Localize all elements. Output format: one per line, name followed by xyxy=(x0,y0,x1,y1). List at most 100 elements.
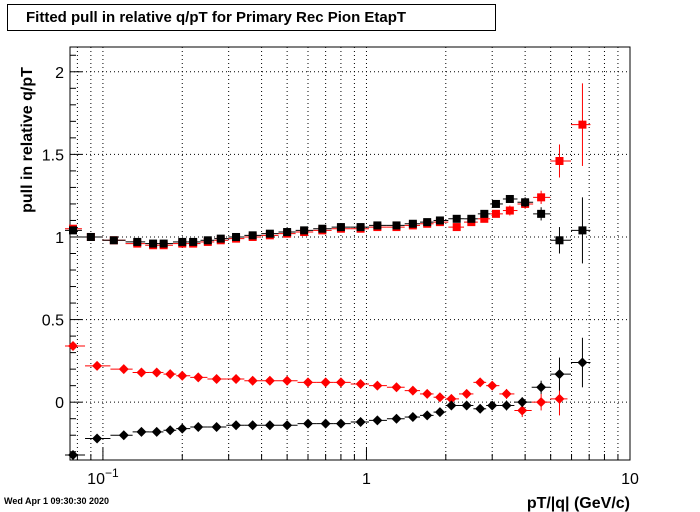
data-point xyxy=(480,214,489,223)
chart-title: Fitted pull in relative q/pT for Primary… xyxy=(7,4,496,31)
data-point xyxy=(248,231,257,240)
data-point xyxy=(247,375,258,386)
data-point xyxy=(193,372,204,383)
data-point xyxy=(302,418,313,429)
data-point xyxy=(452,214,461,223)
y-tick-label: 0 xyxy=(55,395,64,412)
data-point xyxy=(320,418,331,429)
data-point xyxy=(133,237,142,246)
data-point xyxy=(521,198,530,207)
data-point xyxy=(165,425,176,436)
data-point xyxy=(165,369,176,380)
data-point xyxy=(480,209,489,218)
data-point xyxy=(475,403,486,414)
timestamp: Wed Apr 1 09:30:30 2020 xyxy=(4,496,110,506)
data-point xyxy=(356,223,365,232)
data-point xyxy=(178,237,187,246)
data-point xyxy=(118,364,129,375)
data-point xyxy=(203,236,212,245)
data-point xyxy=(434,407,445,418)
data-point xyxy=(434,392,445,403)
data-point xyxy=(554,393,565,404)
axes: 0 0.5 1 1.5 2 10−1 1 10 xyxy=(42,46,639,488)
data-point xyxy=(517,405,528,416)
data-point xyxy=(335,418,346,429)
data-point xyxy=(423,218,432,227)
data-marks xyxy=(65,83,591,461)
data-point xyxy=(452,223,461,232)
data-point xyxy=(92,433,103,444)
y-tick-label: 2 xyxy=(55,65,64,82)
series-4 xyxy=(65,337,591,461)
data-point xyxy=(578,226,587,235)
data-point xyxy=(391,382,402,393)
data-point xyxy=(216,234,225,243)
data-point xyxy=(177,370,188,381)
data-point xyxy=(265,229,274,238)
data-point xyxy=(264,375,275,386)
y-tick-label: 0.5 xyxy=(42,313,64,330)
data-point xyxy=(475,377,486,388)
data-point xyxy=(422,388,433,399)
data-point xyxy=(151,367,162,378)
grid xyxy=(70,47,630,460)
plot-frame xyxy=(69,46,631,461)
data-point xyxy=(408,219,417,228)
data-point xyxy=(300,226,309,235)
data-point xyxy=(211,374,222,385)
series-3 xyxy=(65,341,568,418)
data-point xyxy=(487,400,498,411)
data-point xyxy=(536,397,547,408)
data-point xyxy=(109,236,118,245)
data-point xyxy=(435,216,444,225)
data-point xyxy=(355,417,366,428)
data-point xyxy=(211,421,222,432)
data-point xyxy=(68,450,79,461)
data-point xyxy=(407,385,418,396)
data-point xyxy=(232,232,241,241)
data-point xyxy=(505,206,514,215)
data-point xyxy=(264,420,275,431)
data-point xyxy=(537,209,546,218)
data-point xyxy=(491,209,500,218)
data-point xyxy=(391,413,402,424)
data-point xyxy=(422,410,433,421)
data-point xyxy=(69,226,78,235)
x-tick-label: 10 xyxy=(621,471,639,488)
data-point xyxy=(177,423,188,434)
data-point xyxy=(578,120,587,129)
data-point xyxy=(491,199,500,208)
data-point xyxy=(151,426,162,437)
data-point xyxy=(555,156,564,165)
data-point xyxy=(282,375,293,386)
series-1 xyxy=(65,83,591,250)
data-point xyxy=(283,228,292,237)
data-point xyxy=(282,420,293,431)
data-point xyxy=(536,382,547,393)
data-point xyxy=(92,360,103,371)
data-point xyxy=(501,388,512,399)
data-point xyxy=(505,194,514,203)
data-point xyxy=(336,223,345,232)
data-point xyxy=(149,239,158,248)
data-point xyxy=(320,377,331,388)
y-tick-label: 1 xyxy=(55,230,64,247)
data-point xyxy=(461,400,472,411)
data-point xyxy=(392,221,401,230)
y-tick-label: 1.5 xyxy=(42,147,64,164)
data-point xyxy=(231,420,242,431)
data-point xyxy=(136,426,147,437)
data-point xyxy=(372,415,383,426)
data-point xyxy=(189,237,198,246)
data-point xyxy=(247,420,258,431)
data-point xyxy=(372,380,383,391)
x-tick-label: 1 xyxy=(362,471,371,488)
data-point xyxy=(577,357,588,368)
series-2 xyxy=(65,194,591,264)
data-point xyxy=(136,367,147,378)
data-point xyxy=(461,388,472,399)
data-point xyxy=(193,421,204,432)
data-point xyxy=(118,430,129,441)
data-point xyxy=(86,232,95,241)
